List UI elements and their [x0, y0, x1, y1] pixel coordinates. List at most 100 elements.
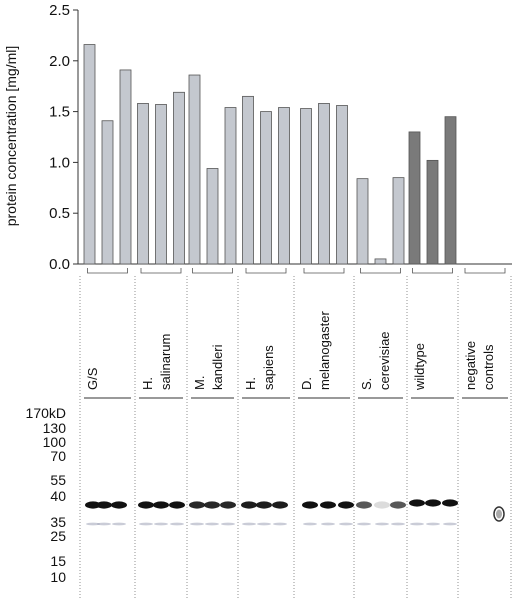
gel-band-faint — [242, 522, 256, 526]
bar — [83, 44, 96, 265]
marker-label: 170kD — [26, 405, 66, 421]
gel-band — [338, 501, 354, 509]
gel-band — [111, 501, 127, 509]
gel-band — [256, 501, 272, 509]
bar — [300, 108, 312, 265]
group-label: M. — [192, 376, 207, 390]
bar — [206, 168, 219, 265]
y-tick-label: 0.5 — [49, 205, 70, 222]
gel-band — [204, 501, 220, 509]
group-label: G/S — [85, 367, 100, 390]
bar — [224, 107, 237, 265]
gel-band — [442, 499, 458, 507]
gel-band-faint — [170, 522, 184, 526]
group-label: melanogaster — [317, 311, 332, 390]
gel-band — [390, 501, 406, 509]
y-tick-label: 2.0 — [49, 53, 70, 70]
group-bracket — [303, 268, 345, 274]
group-bracket — [412, 268, 453, 274]
group-bracket — [464, 268, 506, 274]
lane-dividers — [79, 276, 512, 600]
gel-band-faint — [139, 522, 153, 526]
bar — [155, 104, 167, 265]
bar-chart: protein concentration [mg/ml] 0.0 0.5 1.0 1… — [3, 2, 512, 274]
group-bracket — [87, 268, 128, 274]
bar — [374, 258, 387, 265]
group-label: controls — [481, 344, 496, 390]
group-bracket — [140, 268, 182, 274]
marker-label: 40 — [50, 488, 66, 504]
y-tick-label: 1.5 — [49, 104, 70, 121]
bar — [137, 103, 149, 265]
bar — [119, 69, 132, 265]
gel-band-faint — [375, 522, 389, 526]
marker-label: 70 — [50, 448, 66, 464]
gel-band — [425, 499, 441, 507]
gel-band — [409, 499, 425, 507]
gel-band — [169, 501, 185, 509]
bar — [318, 103, 330, 265]
gel-band-faint — [257, 522, 271, 526]
gel-band — [189, 501, 205, 509]
group-label: negative — [463, 341, 478, 390]
bar — [444, 116, 457, 265]
bar-series — [83, 44, 457, 265]
gel-band — [220, 501, 236, 509]
bar — [426, 159, 439, 265]
marker-label: 25 — [50, 528, 66, 544]
y-tick-label: 0.0 — [49, 256, 70, 273]
gel-band-faint — [86, 522, 100, 526]
gel-band — [241, 501, 257, 509]
group-brackets — [87, 268, 506, 274]
gel-band-faint — [221, 522, 235, 526]
gel-band-faint — [112, 522, 126, 526]
group-bracket — [360, 268, 401, 274]
bar — [173, 91, 185, 265]
y-tick-label: 1.0 — [49, 154, 70, 171]
gel-artifact-fill — [496, 509, 502, 519]
marker-label: 55 — [50, 472, 66, 488]
bar — [392, 177, 405, 265]
gel-band — [320, 501, 336, 509]
group-bracket — [245, 268, 287, 274]
group-label: kandleri — [210, 344, 225, 390]
gel-band — [302, 501, 318, 509]
gel-band-faint — [410, 522, 424, 526]
bar — [356, 178, 369, 265]
gel-band — [85, 501, 101, 509]
gel-band-faint — [273, 522, 287, 526]
gel-band-faint — [303, 522, 317, 526]
group-label: sapiens — [261, 345, 276, 390]
group-label: salinarum — [158, 334, 173, 390]
group-label: wildtype — [412, 343, 427, 391]
gel-band-faint — [321, 522, 335, 526]
marker-label: 10 — [50, 569, 66, 585]
y-tick-label: 2.5 — [49, 2, 70, 19]
group-labels: G/S H. salinarum M. kandleri H. sapiens D. melan… — [84, 311, 508, 399]
group-label: D. — [299, 377, 314, 390]
gel-band — [374, 501, 390, 509]
gel-band — [272, 501, 288, 509]
gel-band-faint — [443, 522, 457, 526]
marker-label: 130 — [43, 420, 67, 436]
marker-label: 100 — [43, 434, 67, 450]
gel-band-faint — [205, 522, 219, 526]
group-label: H. — [243, 377, 258, 390]
gel-band — [96, 501, 112, 509]
gel-band-faint — [339, 522, 353, 526]
gel-band-faint — [426, 522, 440, 526]
bar — [278, 107, 290, 265]
y-axis-ticks: 0.0 0.5 1.0 1.5 2.0 2.5 — [49, 2, 78, 273]
gel-band-faint — [154, 522, 168, 526]
gel-band — [153, 501, 169, 509]
bar — [188, 74, 201, 265]
gel-band — [356, 501, 372, 509]
marker-label: 15 — [50, 553, 66, 569]
bar — [260, 111, 272, 265]
bar — [408, 131, 421, 265]
bar — [101, 120, 114, 265]
group-label: H. — [140, 377, 155, 390]
y-axis-title: protein concentration [mg/ml] — [3, 46, 19, 227]
